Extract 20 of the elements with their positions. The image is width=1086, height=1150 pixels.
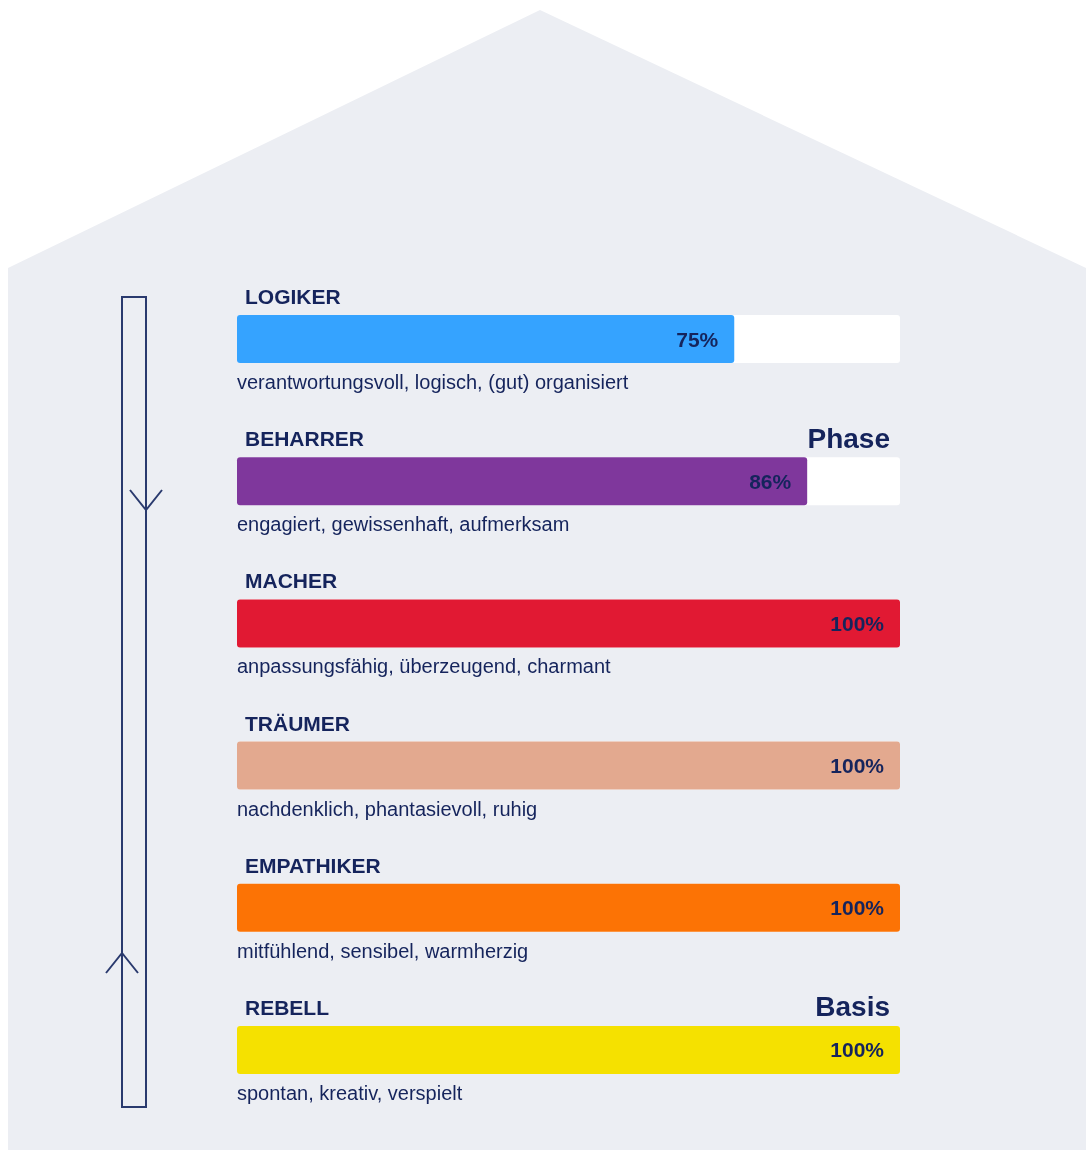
annotation: engagiert, gewissenhaft, aufmerksam bbox=[237, 513, 570, 536]
y-tick-label: TRÄUMER bbox=[245, 711, 350, 735]
data-label: 100% bbox=[830, 611, 885, 635]
y-tick-label: LOGIKER bbox=[245, 285, 341, 309]
text: spontan, kreativ, verspielt bbox=[237, 1081, 463, 1104]
annotation: Phase bbox=[807, 422, 890, 454]
annotation: mitfühlend, sensibel, warmherzig bbox=[237, 939, 529, 962]
data-label: 86% bbox=[749, 469, 792, 493]
annotation: verantwortungsvoll, logisch, (gut) organisiert bbox=[237, 371, 629, 394]
y-tick-label: EMPATHIKER bbox=[245, 853, 381, 877]
data-label: 100% bbox=[830, 754, 885, 778]
annotation: Basis bbox=[815, 991, 890, 1023]
data-label: 100% bbox=[830, 1038, 885, 1062]
data-label: 75% bbox=[676, 327, 719, 351]
data-label: 100% bbox=[830, 896, 885, 920]
y-tick-label: MACHER bbox=[245, 569, 338, 593]
annotation: anpassungsfähig, überzeugend, charmant bbox=[237, 655, 612, 678]
annotation: nachdenklich, phantasievoll, ruhig bbox=[237, 797, 538, 820]
y-tick-label: BEHARRER bbox=[245, 427, 365, 451]
y-tick-label: REBELL bbox=[245, 995, 330, 1019]
